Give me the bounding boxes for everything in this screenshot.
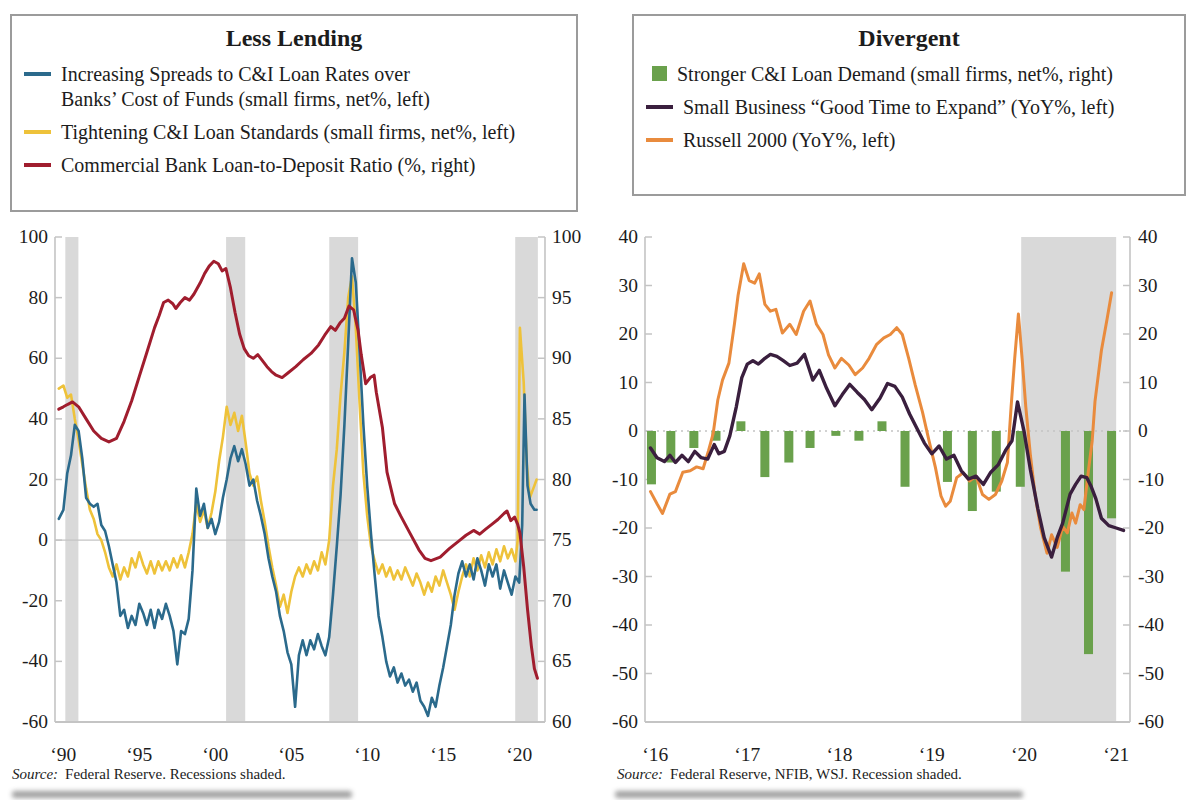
svg-text:100: 100 xyxy=(19,226,48,247)
svg-text:-60: -60 xyxy=(612,711,638,732)
line-swatch xyxy=(24,163,51,167)
legend-item: Increasing Spreads to C&I Loan Rates ove… xyxy=(24,62,576,112)
svg-text:70: 70 xyxy=(552,590,572,611)
svg-text:65: 65 xyxy=(552,650,572,671)
svg-text:-60: -60 xyxy=(22,711,48,732)
cropped-text-artifact xyxy=(615,791,1023,798)
line-swatch xyxy=(646,138,673,142)
svg-text:‘10: ‘10 xyxy=(354,744,380,765)
svg-text:-50: -50 xyxy=(1138,663,1164,684)
svg-text:-60: -60 xyxy=(1138,711,1164,732)
svg-text:‘19: ‘19 xyxy=(919,744,945,765)
svg-text:‘90: ‘90 xyxy=(50,744,76,765)
legend-item: Tightening C&I Loan Standards (small fir… xyxy=(24,120,576,145)
svg-text:‘00: ‘00 xyxy=(202,744,228,765)
less-lending-chart-panel: Less Lending Increasing Spreads to C&I L… xyxy=(0,0,600,800)
svg-text:10: 10 xyxy=(619,372,639,393)
svg-text:90: 90 xyxy=(552,347,572,368)
svg-text:40: 40 xyxy=(29,408,49,429)
svg-text:‘05: ‘05 xyxy=(278,744,304,765)
svg-text:-40: -40 xyxy=(612,614,638,635)
svg-text:-30: -30 xyxy=(1138,566,1164,587)
cropped-text-artifact xyxy=(12,791,352,798)
svg-text:20: 20 xyxy=(29,469,49,490)
svg-text:20: 20 xyxy=(1138,323,1158,344)
line-swatch xyxy=(24,72,51,76)
legend-item: Stronger C&I Loan Demand (small firms, n… xyxy=(646,62,1184,87)
svg-text:‘15: ‘15 xyxy=(430,744,456,765)
svg-text:60: 60 xyxy=(552,711,572,732)
svg-text:-10: -10 xyxy=(612,469,638,490)
svg-text:-40: -40 xyxy=(22,650,48,671)
bar-swatch xyxy=(652,66,667,81)
svg-text:‘21: ‘21 xyxy=(1103,744,1129,765)
svg-text:30: 30 xyxy=(619,275,639,296)
svg-text:-20: -20 xyxy=(612,517,638,538)
source-note: Source:Federal Reserve. Recessions shade… xyxy=(12,766,285,783)
divergent-chart-panel: Divergent Stronger C&I Loan Demand (smal… xyxy=(600,0,1200,800)
svg-text:40: 40 xyxy=(1138,226,1158,247)
svg-text:0: 0 xyxy=(628,420,638,441)
svg-text:-20: -20 xyxy=(22,590,48,611)
legend-item: Small Business “Good Time to Expand” (Yo… xyxy=(646,95,1184,120)
line-swatch xyxy=(24,130,51,134)
legend-box: Less Lending Increasing Spreads to C&I L… xyxy=(10,14,578,212)
svg-text:‘95: ‘95 xyxy=(126,744,152,765)
svg-text:10: 10 xyxy=(1138,372,1158,393)
svg-text:95: 95 xyxy=(552,287,572,308)
svg-text:0: 0 xyxy=(1138,420,1148,441)
svg-text:-30: -30 xyxy=(612,566,638,587)
svg-text:-50: -50 xyxy=(612,663,638,684)
chart-canvas: 100 80 60 40 20 0 -20 -40 -60 100 95 90 85 80 75 70 65 60… xyxy=(0,215,600,785)
svg-text:‘16: ‘16 xyxy=(642,744,668,765)
svg-text:100: 100 xyxy=(552,226,581,247)
svg-text:-20: -20 xyxy=(1138,517,1164,538)
svg-text:‘20: ‘20 xyxy=(1011,744,1037,765)
chart-canvas: 40 30 20 10 0 -10 -20 -30 -40 -50 -60 40 30 20 10 0 -10 -… xyxy=(600,215,1200,785)
svg-text:‘17: ‘17 xyxy=(734,744,760,765)
svg-text:-10: -10 xyxy=(1138,469,1164,490)
svg-text:‘20: ‘20 xyxy=(506,744,532,765)
source-note: Source:Federal Reserve, NFIB, WSJ. Reces… xyxy=(617,766,962,783)
svg-text:75: 75 xyxy=(552,529,572,550)
svg-text:60: 60 xyxy=(29,347,49,368)
chart-title: Less Lending xyxy=(12,25,576,52)
legend-box: Divergent Stronger C&I Loan Demand (smal… xyxy=(632,14,1186,196)
svg-text:85: 85 xyxy=(552,408,572,429)
line-swatch xyxy=(646,105,673,109)
svg-text:0: 0 xyxy=(38,529,48,550)
svg-text:30: 30 xyxy=(1138,275,1158,296)
svg-text:-40: -40 xyxy=(1138,614,1164,635)
svg-text:80: 80 xyxy=(29,287,49,308)
svg-text:40: 40 xyxy=(619,226,639,247)
svg-text:80: 80 xyxy=(552,469,572,490)
svg-text:‘18: ‘18 xyxy=(827,744,853,765)
chart-title: Divergent xyxy=(634,25,1184,52)
legend-item: Russell 2000 (YoY%, left) xyxy=(646,128,1184,153)
legend-item: Commercial Bank Loan-to-Deposit Ratio (%… xyxy=(24,153,576,178)
svg-text:20: 20 xyxy=(619,323,639,344)
